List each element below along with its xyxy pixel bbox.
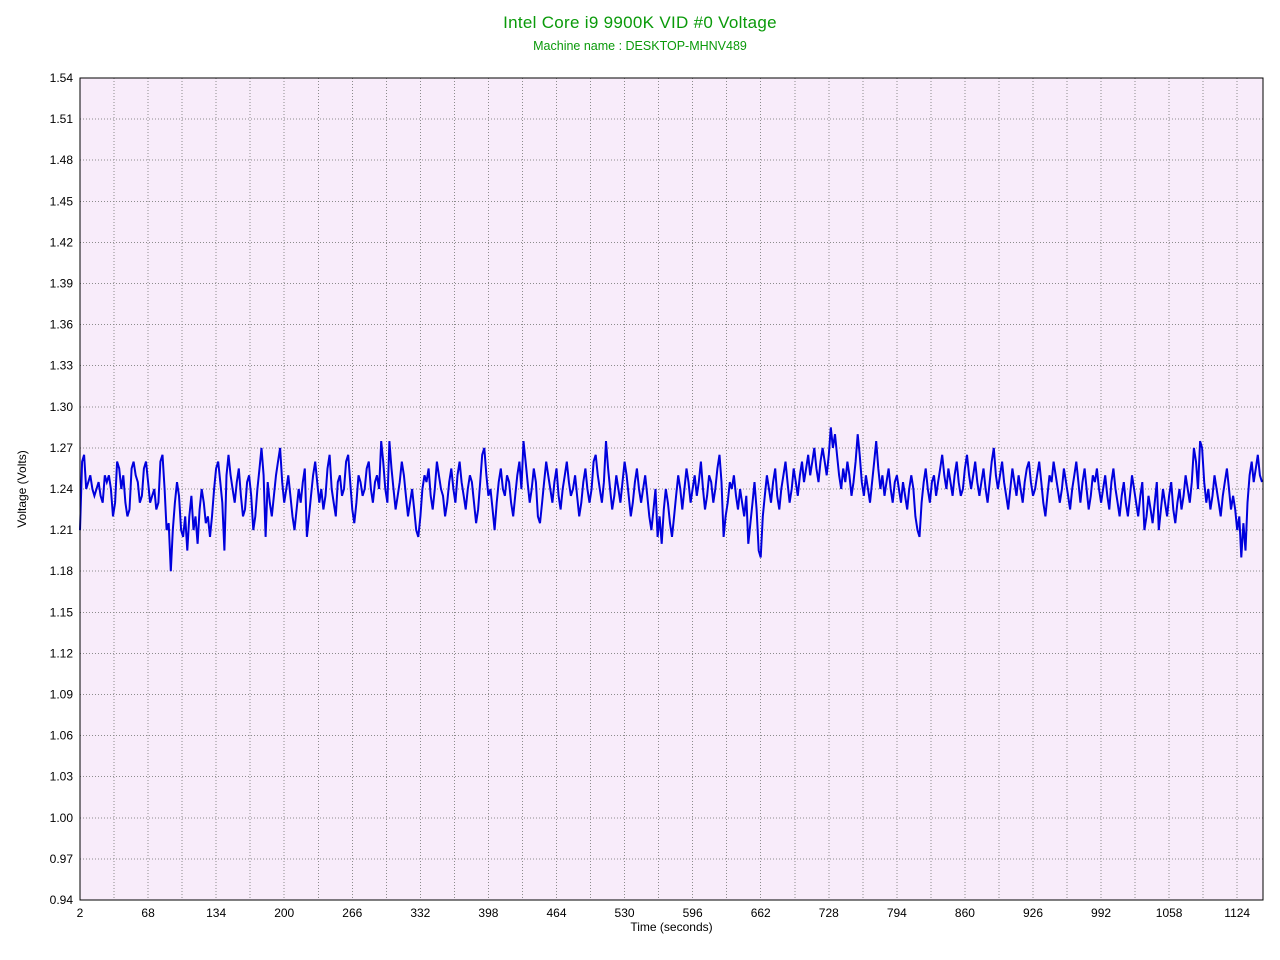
y-tick-label: 1.21 xyxy=(50,523,74,537)
y-tick-label: 1.27 xyxy=(50,441,74,455)
x-tick-label: 728 xyxy=(819,906,839,920)
y-tick-label: 1.30 xyxy=(50,400,74,414)
x-tick-label: 398 xyxy=(478,906,498,920)
x-tick-label: 266 xyxy=(342,906,362,920)
x-tick-label: 662 xyxy=(751,906,771,920)
y-tick-label: 1.48 xyxy=(50,153,74,167)
y-tick-label: 1.24 xyxy=(50,482,74,496)
x-tick-label: 134 xyxy=(206,906,226,920)
x-tick-label: 1124 xyxy=(1224,906,1250,920)
x-tick-label: 2 xyxy=(77,906,84,920)
x-tick-label: 530 xyxy=(615,906,635,920)
x-tick-label: 926 xyxy=(1023,906,1043,920)
y-tick-label: 1.00 xyxy=(50,811,74,825)
chart-title: Intel Core i9 9900K VID #0 Voltage xyxy=(503,13,777,32)
x-tick-label: 1058 xyxy=(1156,906,1183,920)
x-axis-label: Time (seconds) xyxy=(630,920,712,934)
y-tick-label: 1.03 xyxy=(50,770,74,784)
x-tick-label: 794 xyxy=(887,906,907,920)
y-tick-label: 1.39 xyxy=(50,277,74,291)
x-tick-label: 68 xyxy=(141,906,155,920)
x-tick-label: 860 xyxy=(955,906,975,920)
x-tick-label: 992 xyxy=(1091,906,1111,920)
y-tick-label: 1.12 xyxy=(50,646,74,660)
y-tick-label: 0.94 xyxy=(50,893,74,907)
y-tick-label: 1.06 xyxy=(50,729,74,743)
plot-border xyxy=(79,77,1264,901)
y-tick-label: 1.36 xyxy=(50,318,74,332)
y-tick-label: 1.51 xyxy=(50,112,74,126)
y-tick-label: 1.09 xyxy=(50,688,74,702)
x-tick-label: 200 xyxy=(274,906,294,920)
y-axis-label: Voltage (Volts) xyxy=(15,450,29,527)
y-tick-label: 1.18 xyxy=(50,564,74,578)
x-tick-label: 332 xyxy=(410,906,430,920)
y-tick-label: 1.33 xyxy=(50,359,74,373)
y-tick-label: 1.42 xyxy=(50,235,74,249)
y-tick-label: 1.45 xyxy=(50,194,74,208)
voltage-line xyxy=(79,427,1263,572)
x-tick-label: 596 xyxy=(683,906,703,920)
y-tick-label: 0.97 xyxy=(50,852,74,866)
y-tick-label: 1.54 xyxy=(50,71,74,85)
chart-subtitle: Machine name : DESKTOP-MHNV489 xyxy=(533,39,747,53)
x-tick-label: 464 xyxy=(546,906,566,920)
y-tick-label: 1.15 xyxy=(50,605,74,619)
